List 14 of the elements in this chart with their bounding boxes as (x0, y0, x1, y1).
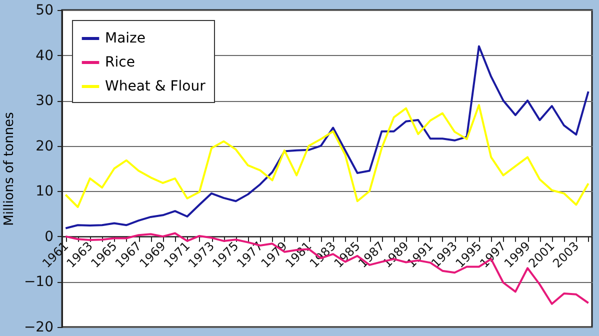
legend-label: Wheat & Flour (105, 78, 206, 94)
line-series (64, 45, 590, 230)
y-tick-label: 0 (44, 228, 54, 245)
line-series (64, 104, 590, 208)
y-tick-label: −20 (24, 320, 54, 336)
y-tick-label: 50 (36, 2, 54, 18)
y-tick-label: −10 (24, 274, 54, 290)
y-tick-label: 20 (36, 138, 54, 154)
legend-label: Rice (105, 54, 135, 70)
legend-label: Maize (105, 30, 146, 46)
y-tick-label: 10 (36, 184, 54, 200)
y-axis-title: Millions of tonnes (2, 112, 17, 226)
y-tick-label: 40 (36, 48, 54, 64)
y-tick-label: 30 (36, 93, 54, 110)
